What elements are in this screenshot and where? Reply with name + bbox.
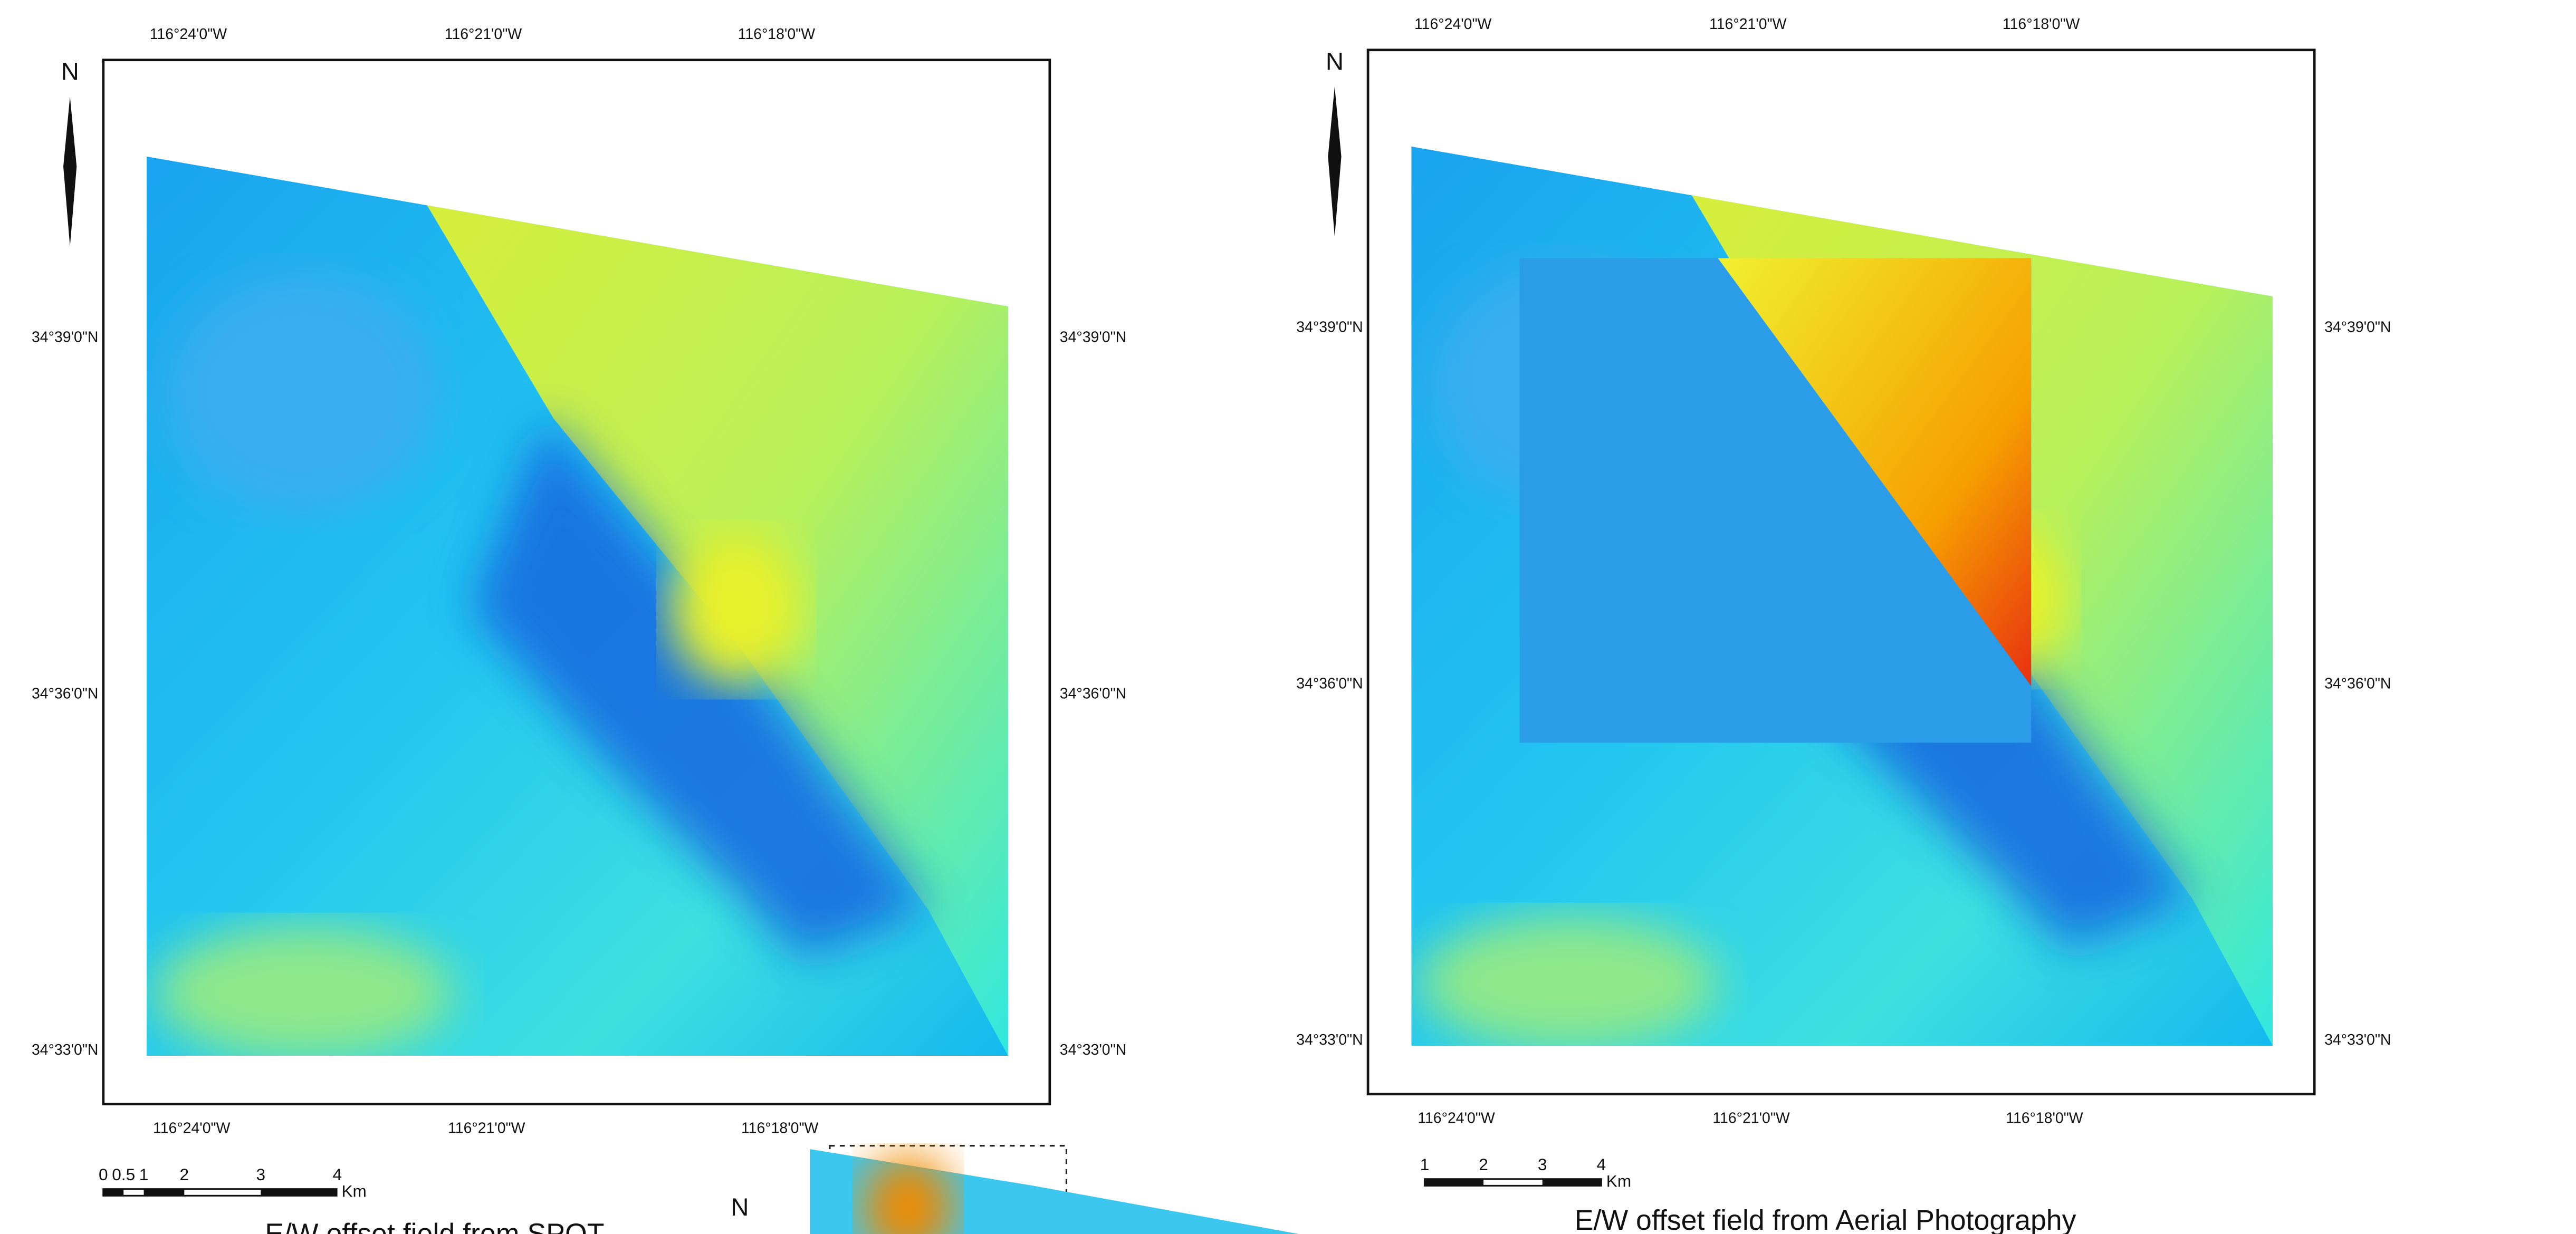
scale-label: 1 xyxy=(139,1165,149,1184)
bottom-coord-label: 116°21'0"W xyxy=(1712,1110,1790,1127)
aerial-east xyxy=(1718,258,2032,687)
inset-patch xyxy=(861,1154,955,1234)
left-coord-label: 34°33'0"N xyxy=(1296,1031,1363,1048)
west-blue xyxy=(170,276,437,510)
map-caption: E/W offset field from SPOT xyxy=(265,1218,604,1234)
north-label: N xyxy=(61,57,79,85)
north-label: N xyxy=(1326,48,1344,76)
bottom-coord-label: 116°21'0"W xyxy=(448,1120,525,1137)
scale-segment xyxy=(261,1189,338,1196)
left-coord-label: 34°36'0"N xyxy=(32,685,98,702)
right-coord-label: 34°36'0"N xyxy=(2324,675,2391,692)
fault-low xyxy=(470,418,928,959)
inset-map: N xyxy=(731,1145,1299,1234)
right-coord-label: 34°33'0"N xyxy=(1060,1042,1126,1058)
south-green xyxy=(1418,915,1718,1046)
scale-label: 3 xyxy=(1538,1155,1547,1174)
scale-label: 0.5 xyxy=(112,1165,135,1184)
scale-label: 4 xyxy=(332,1165,342,1184)
scale-unit: Km xyxy=(1606,1171,1631,1190)
map-panel: 116°24'0"W 116°21'0"W 116°18'0"W 116°24'0"W… xyxy=(32,26,1126,1234)
left-coord-label: 34°33'0"N xyxy=(32,1042,98,1058)
south-green xyxy=(153,926,454,1056)
map-panel: 116°24'0"W 116°21'0"W 116°18'0"W 116°24'0"W… xyxy=(1296,16,2391,1234)
scale-segment xyxy=(1542,1179,1602,1186)
scale-label: 3 xyxy=(256,1165,266,1184)
left-coord-label: 34°36'0"N xyxy=(1296,675,1363,692)
north-arrow xyxy=(63,97,77,247)
right-coord-label: 34°39'0"N xyxy=(2324,319,2391,336)
scale-segment xyxy=(143,1189,185,1196)
bottom-coord-label: 116°18'0"W xyxy=(2006,1110,2083,1127)
scale-label: 2 xyxy=(180,1165,189,1184)
scale-segment xyxy=(1424,1179,1484,1186)
map-frame xyxy=(102,59,1051,1106)
bottom-coord-label: 116°24'0"W xyxy=(153,1120,231,1137)
bottom-coord-label: 116°18'0"W xyxy=(741,1120,819,1137)
scale-label: 4 xyxy=(1597,1155,1606,1174)
left-coord-label: 34°39'0"N xyxy=(1296,319,1363,336)
top-coord-label: 116°18'0"W xyxy=(2003,16,2080,33)
map-caption: E/W offset field from Aerial Photography xyxy=(1575,1204,2076,1234)
top-coord-label: 116°21'0"W xyxy=(1709,16,1787,33)
top-coord-label: 116°24'0"W xyxy=(150,26,227,43)
north-label: N xyxy=(731,1193,749,1221)
right-coord-label: 34°36'0"N xyxy=(1060,685,1126,702)
scale-label: 0 xyxy=(99,1165,108,1184)
right-coord-label: 34°33'0"N xyxy=(2324,1031,2391,1048)
east-block xyxy=(419,193,1008,1056)
east-high xyxy=(669,534,803,685)
right-coord-label: 34°39'0"N xyxy=(1060,329,1126,346)
scale-label: 1 xyxy=(1420,1155,1430,1174)
map-frame xyxy=(1366,49,2316,1096)
bottom-coord-label: 116°24'0"W xyxy=(1418,1110,1495,1127)
offset-field xyxy=(1411,146,2273,1046)
left-coord-label: 34°39'0"N xyxy=(32,329,98,346)
scale-label: 2 xyxy=(1479,1155,1488,1174)
offset-field xyxy=(146,156,1008,1056)
north-arrow xyxy=(1328,86,1342,237)
top-coord-label: 116°24'0"W xyxy=(1414,16,1492,33)
top-coord-label: 116°21'0"W xyxy=(445,26,522,43)
top-coord-label: 116°18'0"W xyxy=(738,26,816,43)
scale-segment xyxy=(103,1189,124,1196)
scale-unit: Km xyxy=(341,1181,366,1200)
